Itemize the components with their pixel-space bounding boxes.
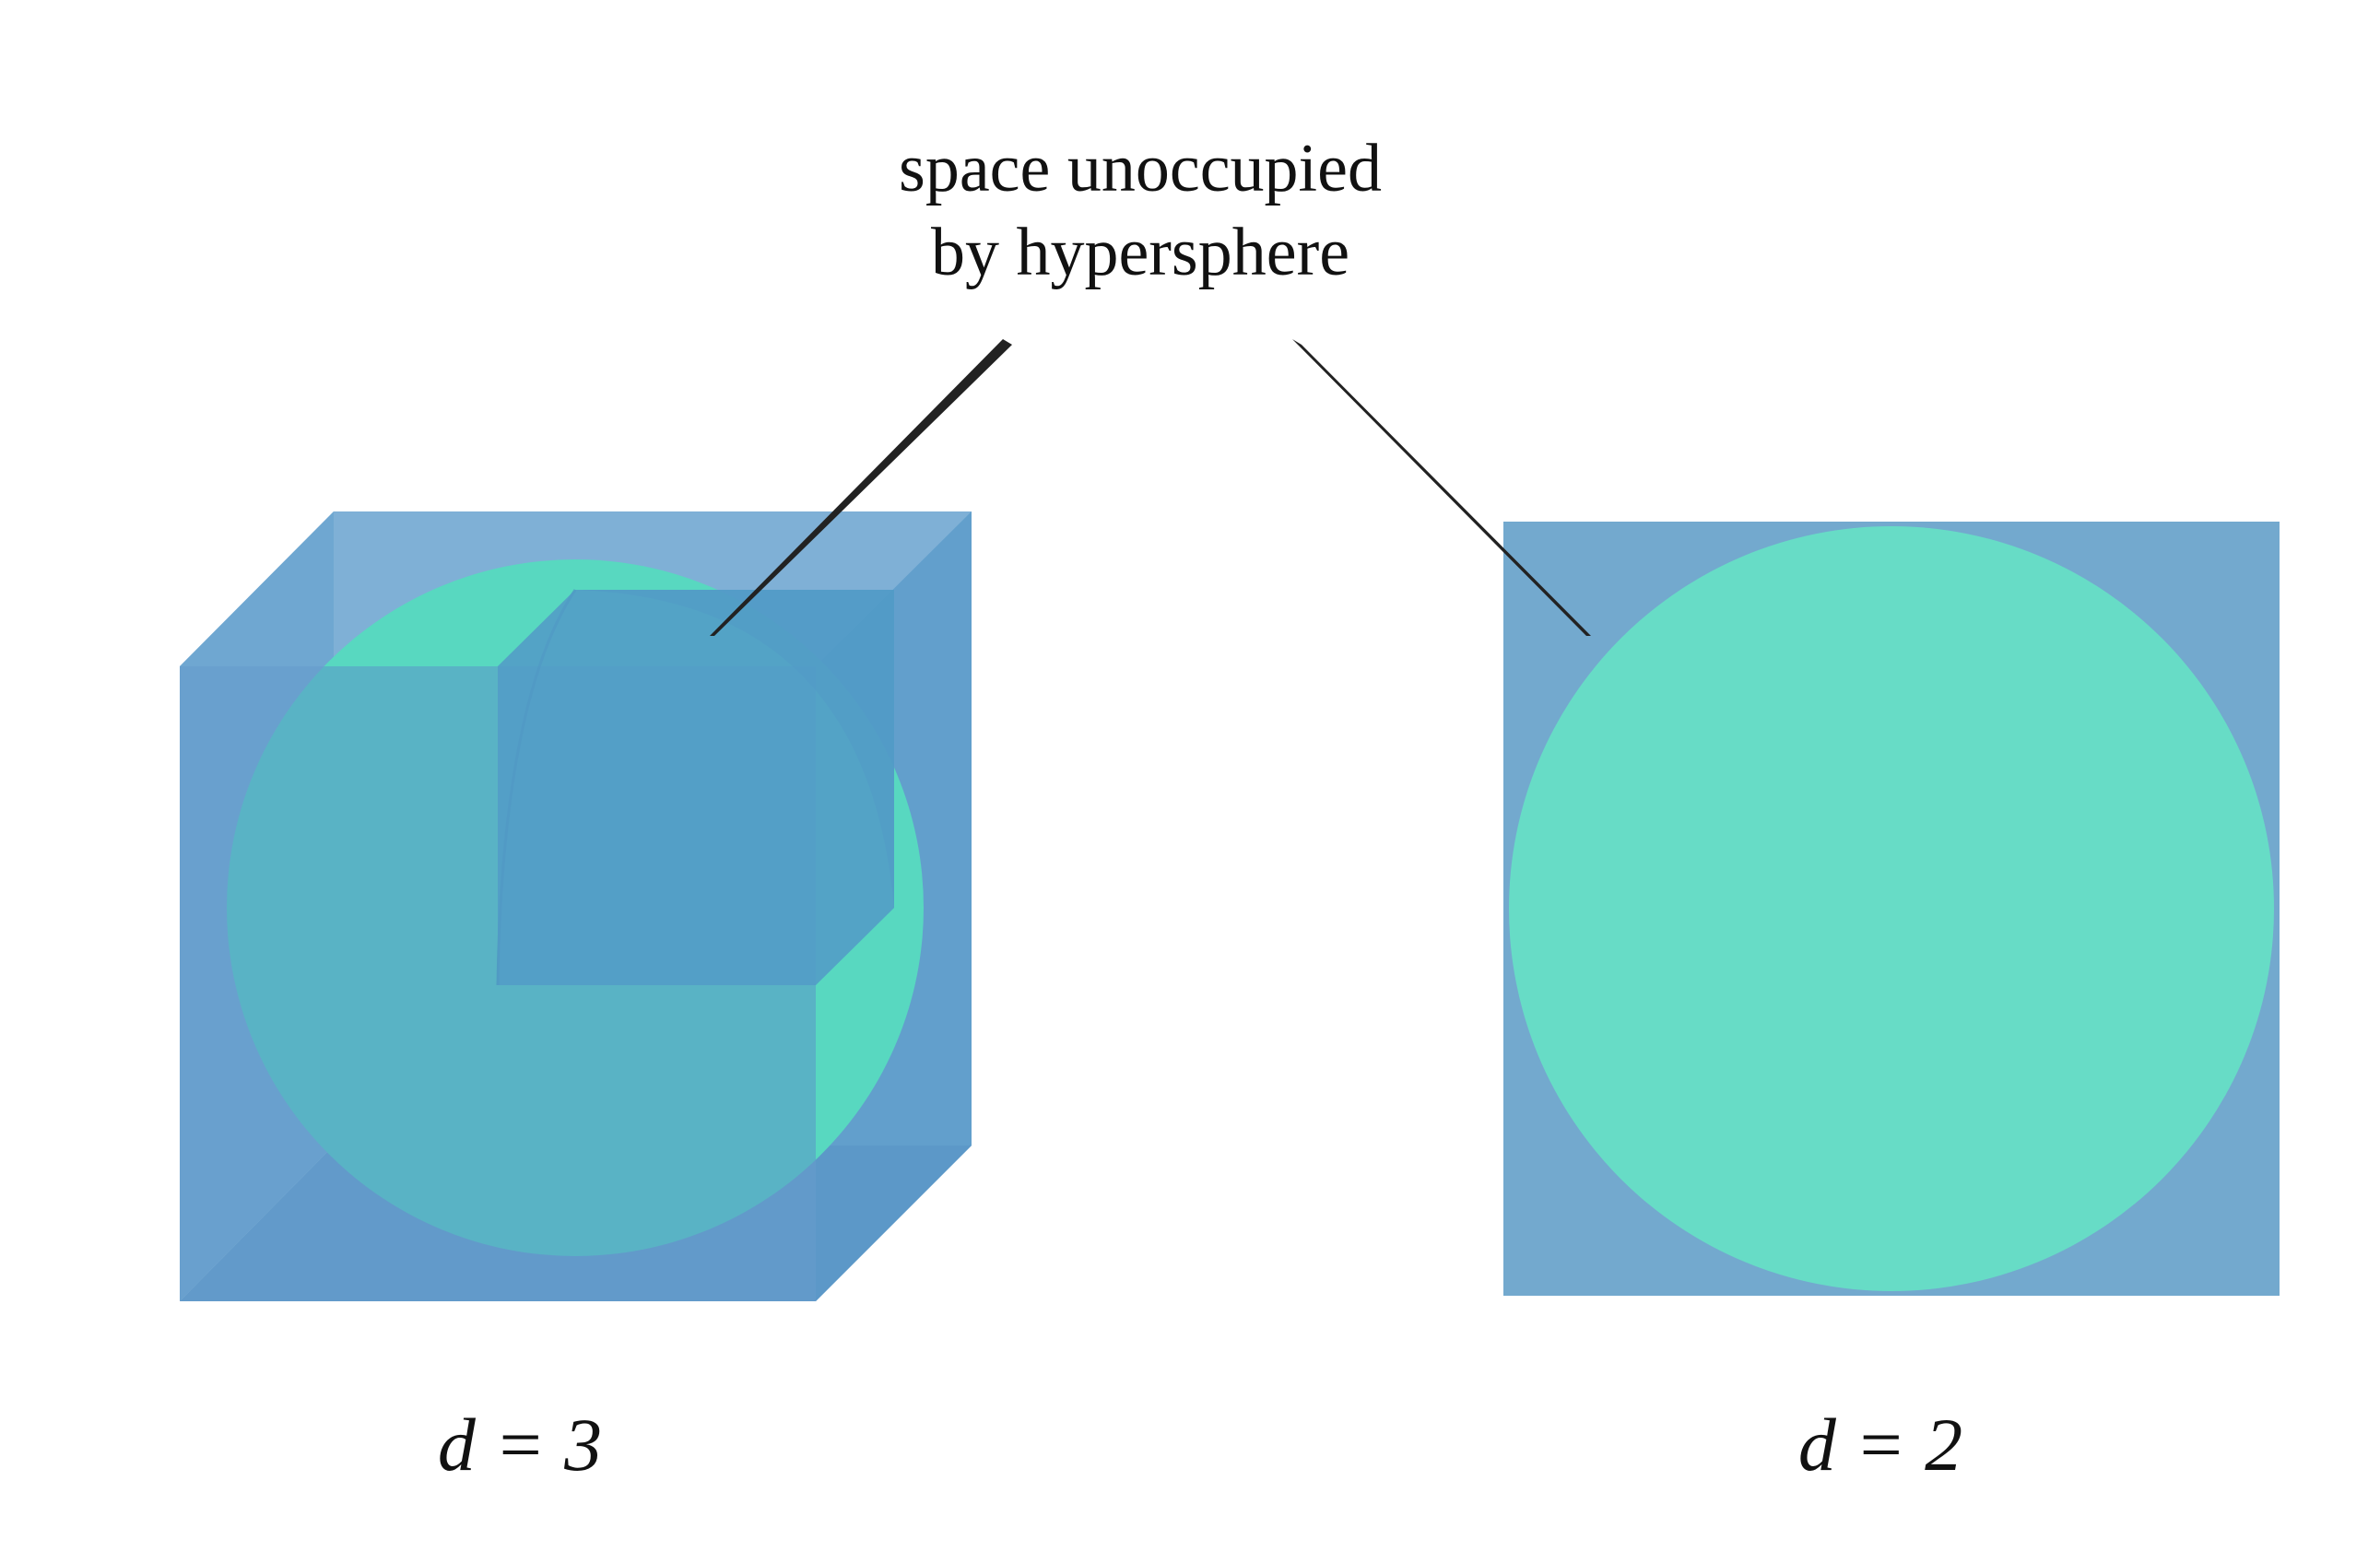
annotation-line-1: space unoccupied	[899, 131, 1382, 206]
annotation-pointers	[710, 339, 1591, 636]
label-d2: d = 2	[1798, 1403, 1962, 1487]
square-with-circle	[1503, 522, 2280, 1296]
label-d3: d = 3	[438, 1403, 602, 1487]
pointer-line-left	[710, 339, 1012, 636]
pointer-line-right	[1292, 339, 1591, 636]
cube-cutout-front	[498, 590, 894, 985]
annotation-line-2: by hypersphere	[931, 215, 1349, 290]
cube-with-sphere	[180, 511, 972, 1301]
inscribed-circle	[1509, 526, 2274, 1291]
